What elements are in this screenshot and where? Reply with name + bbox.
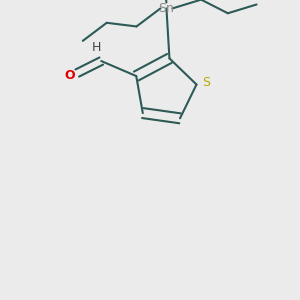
Text: Sn: Sn [158,2,174,15]
Text: O: O [64,68,75,82]
Text: H: H [92,40,101,54]
Text: S: S [202,76,211,89]
